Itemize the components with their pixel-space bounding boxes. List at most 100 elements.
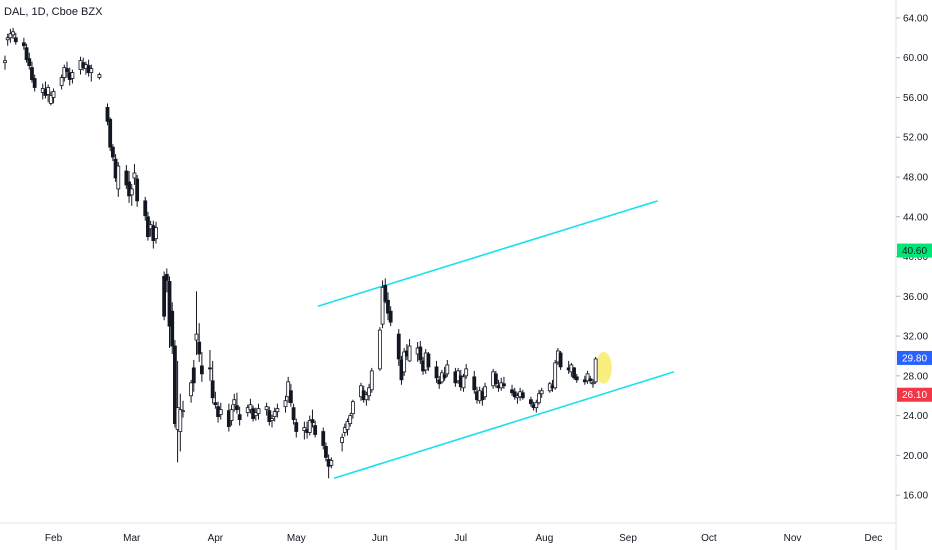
candle-body: [189, 382, 193, 397]
candle-body: [275, 408, 280, 413]
candle-body: [321, 431, 326, 446]
candle-body: [162, 276, 167, 317]
candle-body: [248, 404, 253, 411]
candle-body: [70, 72, 75, 79]
candle-body: [588, 378, 593, 382]
candle-body: [65, 68, 69, 72]
candle-body: [369, 370, 374, 391]
candle-body: [388, 310, 393, 323]
candle-body: [21, 42, 26, 47]
candle-body: [380, 286, 385, 325]
candle-body: [3, 60, 7, 64]
candle-body: [377, 329, 382, 370]
x-tick-label: Jun: [372, 533, 388, 544]
candle-body: [529, 399, 533, 405]
x-tick-label: Aug: [535, 533, 553, 544]
candle-body: [288, 390, 293, 404]
price-badge: [897, 387, 932, 402]
price-badges: 40.60 29.80 26.10: [897, 243, 932, 402]
candle-body: [213, 402, 218, 406]
trendline[interactable]: [333, 371, 675, 480]
x-tick-label: May: [287, 533, 306, 544]
y-tick-label: 48.00: [903, 172, 928, 183]
candle-body: [24, 47, 29, 61]
y-tick-label: 20.00: [903, 451, 928, 462]
candle-body: [191, 367, 196, 384]
price-axis[interactable]: 16.0020.0024.0028.0032.0036.0040.0044.00…: [896, 13, 928, 502]
candle-body: [167, 280, 172, 327]
candle-body: [5, 37, 10, 41]
candle-body: [294, 422, 299, 432]
candle-body: [520, 392, 525, 399]
candle-body: [286, 381, 291, 398]
candle-body: [418, 346, 423, 361]
candle-body: [307, 420, 312, 433]
candle-body: [256, 408, 261, 415]
y-tick-label: 32.00: [903, 332, 928, 343]
candle-body: [237, 414, 242, 420]
candle-body: [345, 421, 350, 430]
candle-body: [30, 67, 34, 80]
candle-body: [407, 345, 412, 362]
candle-body: [97, 74, 102, 78]
trendline[interactable]: [317, 200, 658, 308]
candle-body: [235, 405, 239, 411]
candle-body: [572, 367, 576, 379]
x-tick-label: Mar: [123, 533, 141, 544]
candle-body: [445, 364, 450, 375]
candle-body: [574, 376, 579, 381]
y-tick-label: 56.00: [903, 93, 928, 104]
candle-body: [210, 380, 215, 399]
price-badge-label: 29.80: [902, 353, 927, 364]
price-badge-label: 40.60: [902, 246, 927, 257]
y-tick-label: 64.00: [903, 13, 928, 24]
y-tick-label: 16.00: [903, 491, 928, 502]
x-tick-label: Apr: [208, 533, 224, 544]
candle-body: [178, 409, 183, 432]
y-tick-label: 36.00: [903, 292, 928, 303]
candle-body: [483, 386, 487, 398]
candle-body: [512, 391, 517, 398]
candle-body: [329, 459, 334, 466]
candle-body: [135, 178, 140, 202]
candle-body: [105, 106, 110, 122]
y-tick-label: 28.00: [903, 371, 928, 382]
candle-body: [340, 437, 345, 443]
x-tick-label: Oct: [701, 533, 717, 544]
candle-body: [181, 410, 185, 413]
y-tick-label: 44.00: [903, 212, 928, 223]
x-tick-label: Sep: [619, 533, 637, 544]
candle-body: [245, 407, 250, 414]
candle-body: [229, 409, 234, 421]
candle-body: [553, 362, 558, 389]
candle-body: [472, 376, 477, 391]
trendlines[interactable]: [317, 200, 675, 480]
candle-body: [402, 351, 407, 373]
candle-body: [116, 165, 121, 190]
time-axis[interactable]: Feb Mar Apr May Jun Jul Aug Sep Oct Nov Dec: [45, 533, 882, 544]
candle-body: [124, 170, 129, 186]
candle-body: [208, 367, 212, 370]
candle-body: [197, 341, 202, 355]
candle-body: [558, 352, 563, 368]
x-tick-label: Jul: [454, 533, 467, 544]
candle-body: [154, 227, 158, 240]
candle-body: [291, 407, 296, 420]
x-tick-label: Dec: [865, 533, 883, 544]
candle-body: [173, 345, 177, 424]
candle-body: [426, 353, 431, 368]
candle-body: [110, 146, 115, 158]
candle-body: [32, 78, 37, 88]
chart-title: DAL, 1D, Cboe BZX: [4, 6, 103, 18]
x-tick-label: Feb: [45, 533, 63, 544]
candle-body: [283, 400, 288, 408]
candle-body: [59, 77, 64, 86]
y-tick-label: 24.00: [903, 411, 928, 422]
candle-body: [267, 410, 272, 422]
candle-body: [534, 402, 539, 409]
price-badge-label: 26.10: [902, 390, 927, 401]
candle-body: [270, 418, 274, 421]
candle-body: [342, 427, 347, 433]
